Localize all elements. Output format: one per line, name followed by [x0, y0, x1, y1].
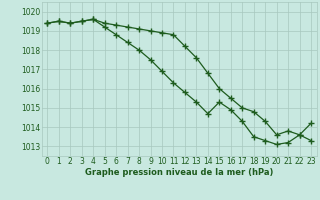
X-axis label: Graphe pression niveau de la mer (hPa): Graphe pression niveau de la mer (hPa) [85, 168, 273, 177]
